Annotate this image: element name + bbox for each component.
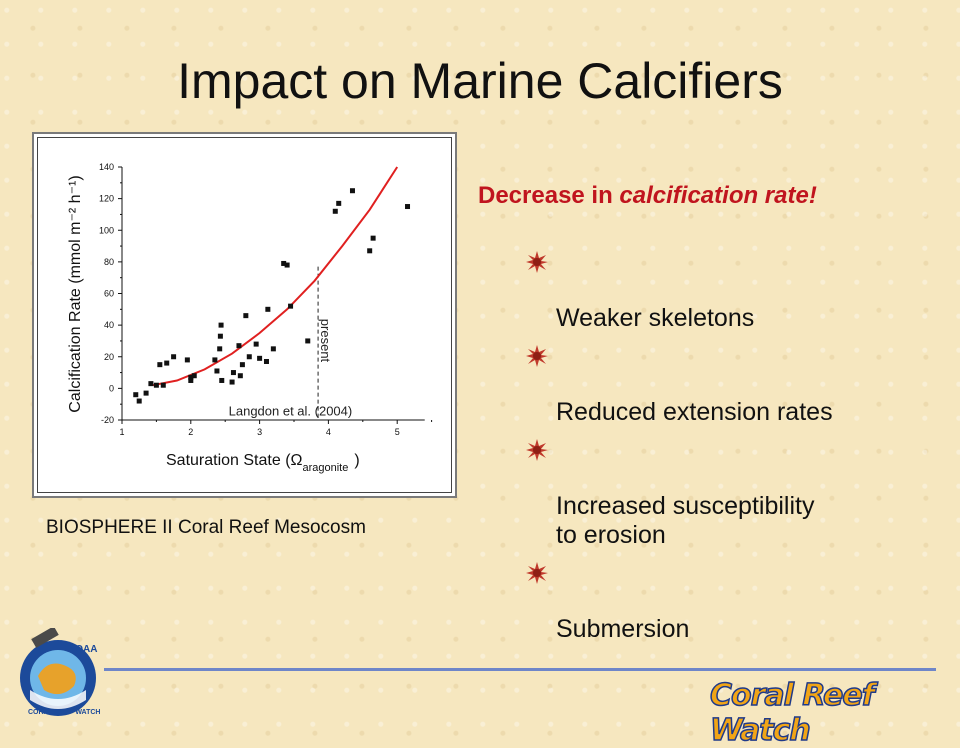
chart-tick-labels: -20 0 20 40 60 80 100 120 140 1 2 3 4 5 [99,162,400,437]
data-point [219,377,225,383]
bullet-item: Increased susceptibility to erosion [526,434,833,550]
noaa-logo-arc-text: CORAL REEF WATCH [28,709,100,716]
headline: Decrease in calcification rate! [478,182,817,210]
data-point [164,360,170,366]
calcification-chart: -20 0 20 40 60 80 100 120 140 1 2 3 4 5 present Langd… [67,162,433,474]
data-point [284,262,290,268]
data-point [265,306,271,312]
x-tick-label: 5 [395,427,400,437]
x-tick-label: 2 [188,427,193,437]
y-tick-label: 120 [99,194,114,204]
y-tick-label: 140 [99,162,114,172]
data-point [153,382,159,388]
data-point [136,398,142,404]
headline-plain: Decrease in [478,182,620,209]
data-point [246,354,252,360]
x-axis-label-prefix: Saturation State ( [166,452,291,469]
chart-figure: -20 0 20 40 60 80 100 120 140 1 2 3 4 5 present Langd… [32,132,457,498]
footer-divider [104,668,936,671]
y-axis-label: Calcification Rate (mmol m⁻² h⁻¹) [67,175,84,412]
chart-axes [118,166,433,424]
citation-annotation: Langdon et al. (2004) [229,403,353,418]
y-tick-label: 80 [104,257,114,267]
x-axis-label-suffix: ) [354,452,359,469]
slide-title: Impact on Marine Calcifiers [177,53,783,109]
data-point [218,322,224,328]
x-tick-label: 1 [119,427,124,437]
bullet-item: Reduced extension rates [526,340,833,427]
data-point [405,204,411,210]
present-annotation: present [318,319,333,363]
data-point [239,362,245,368]
data-point [257,355,263,361]
bullet-item: Weaker skeletons [526,246,833,333]
starburst-bullet-icon [526,439,548,461]
data-point [370,235,376,241]
data-point [212,357,218,363]
chart-frame [37,137,452,493]
omega-symbol: Ω [291,452,303,469]
data-point [237,373,243,379]
data-point [270,346,276,352]
data-point [160,382,166,388]
bullet-text: Weaker skeletons [556,304,755,332]
bullet-text: Submersion [556,615,690,643]
data-point [214,368,220,374]
x-axis-label-subscript: aragonite [302,462,348,474]
y-tick-label: 100 [99,225,114,235]
data-point [367,248,373,254]
data-point [217,333,223,339]
bullet-text: Reduced extension rates [556,398,833,426]
data-point [217,346,223,352]
data-point [332,208,338,214]
y-tick-label: 20 [104,352,114,362]
y-tick-label: 0 [109,383,114,393]
data-point [336,200,342,206]
headline-emphasis: calcification rate! [619,182,817,209]
starburst-bullet-icon [526,562,548,584]
coral-reef-watch-logo: Coral Reef Watch [709,677,875,748]
bullet-list: Weaker skeletons Reduced extension rates… [526,246,833,651]
data-point [236,343,242,349]
starburst-bullet-icon [526,345,548,367]
x-axis-label: Saturation State (Ωaragonite) [166,452,360,474]
data-point [191,373,197,379]
data-point [253,341,259,347]
starburst-bullet-icon [526,251,548,273]
y-tick-label: 60 [104,289,114,299]
noaa-logo-text: NOAA [68,644,97,655]
fit-curve [152,166,399,387]
x-tick-label: 3 [257,427,262,437]
data-points [133,188,411,404]
data-point [263,358,269,364]
data-point [281,260,287,266]
bullet-text: Increased susceptibility to erosion [556,492,815,549]
data-point [133,392,139,398]
data-point [184,357,190,363]
data-point [230,370,236,376]
y-tick-label: 40 [104,320,114,330]
data-point [229,379,235,385]
data-point [243,313,249,319]
figure-caption: BIOSPHERE II Coral Reef Mesocosm [46,517,366,538]
data-point [148,381,154,387]
noaa-logo: NOAA CORAL REEF WATCH [20,628,100,716]
data-point [349,188,355,194]
x-tick-label: 4 [326,427,331,437]
data-point [188,377,194,383]
data-point [188,374,194,380]
data-point [143,390,149,396]
data-point [157,362,163,368]
bullet-item: Submersion [526,557,833,644]
data-point [288,303,294,309]
data-point [305,338,311,344]
y-tick-label: -20 [101,415,114,425]
data-point [171,354,177,360]
